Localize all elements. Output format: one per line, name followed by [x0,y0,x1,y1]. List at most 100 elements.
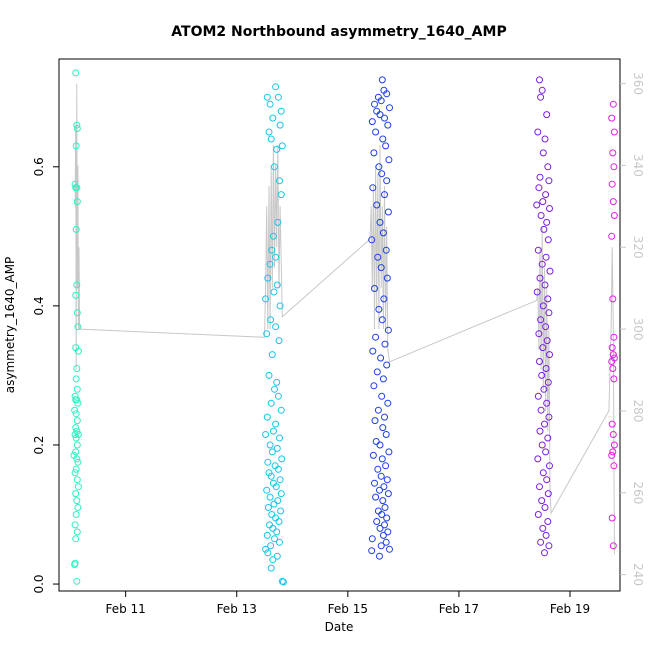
data-point [537,406,545,414]
data-point [273,281,281,289]
data-point [72,511,80,518]
y2-tick-label: 260 [631,481,645,504]
data-point [374,465,382,473]
data-point [266,100,274,108]
data-point [71,406,79,414]
data-point [377,472,385,480]
data-point [545,177,553,185]
data-point [382,538,390,546]
data-point [73,427,81,435]
data-point [264,549,272,557]
data-point [74,483,82,491]
data-point [72,424,80,432]
data-point [270,500,278,508]
y2-tick-label: 280 [631,399,645,422]
data-point [73,198,81,206]
chart-title: ATOM2 Northbound asymmetry_1640_AMP [171,24,506,40]
data-point [609,198,617,206]
data-point [543,399,551,407]
data-point [277,490,285,498]
data-point [610,212,618,219]
data-point [278,455,286,463]
data-point [609,431,617,438]
data-point [545,309,553,317]
data-point [73,309,81,317]
data-point [536,173,544,181]
data-point [377,542,385,550]
data-point [268,511,276,518]
data-point [539,302,547,310]
data-point [379,531,387,539]
data-point [72,448,80,456]
data-point [267,135,275,143]
data-point [608,358,616,365]
data-point [264,504,272,511]
data-point [73,365,81,372]
secondary-line [74,83,615,555]
data-point [376,218,384,226]
data-point [378,455,386,463]
data-point [72,490,80,498]
data-point [262,295,270,303]
data-point [72,225,80,233]
data-point [538,371,546,379]
data-point [541,135,549,143]
data-point [276,302,284,310]
data-point [545,413,553,421]
data-point [74,347,82,355]
data-point [376,524,384,532]
data-point [608,420,616,428]
plot-frame [58,58,621,592]
data-point [546,462,553,470]
x-tick-label: Feb 15 [328,602,368,616]
data-point [544,378,552,386]
data-point [73,125,81,132]
y-axis: 0.0 0.2 0.4 0.6 [32,157,59,594]
data-point [534,246,542,254]
data-point [540,385,548,393]
data-point [380,295,388,303]
data-point [274,392,282,400]
data-point [544,295,552,303]
data-point [383,514,391,522]
data-point [263,330,271,338]
data-point [273,444,281,452]
data-point [368,236,376,244]
data-point [536,358,543,365]
data-point [383,361,391,369]
data-point [534,392,542,400]
data-point [384,326,392,334]
data-point [537,212,545,219]
data-point [609,100,617,108]
data-point [269,232,277,240]
data-point [375,163,383,171]
x-axis: Feb 11 Feb 13 Feb 15 Feb 17 Feb 19 [105,591,590,616]
data-point [544,236,552,244]
data-point [384,121,392,129]
data-point [372,333,380,341]
data-point [272,83,280,91]
data-point [541,420,548,428]
y2-tick-label: 320 [631,236,645,259]
data-point [376,552,383,560]
data-point [609,365,617,372]
data-point [536,483,543,491]
data-point [379,229,387,237]
data-point [273,528,281,536]
data-point [266,441,274,449]
data-point [609,542,617,550]
data-point [72,142,80,150]
data-point [543,476,551,484]
y-tick-label: 0.2 [32,435,46,454]
data-point [72,184,80,192]
data-point [610,441,618,449]
data-point [375,305,383,313]
data-point [370,149,378,157]
data-point [610,462,618,470]
data-point [386,545,393,553]
data-point [272,323,280,331]
data-point [546,267,554,275]
data-point [543,218,551,226]
data-point [378,170,386,178]
